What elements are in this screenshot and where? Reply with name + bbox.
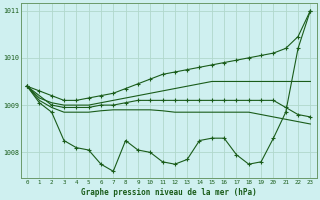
X-axis label: Graphe pression niveau de la mer (hPa): Graphe pression niveau de la mer (hPa)	[81, 188, 257, 197]
